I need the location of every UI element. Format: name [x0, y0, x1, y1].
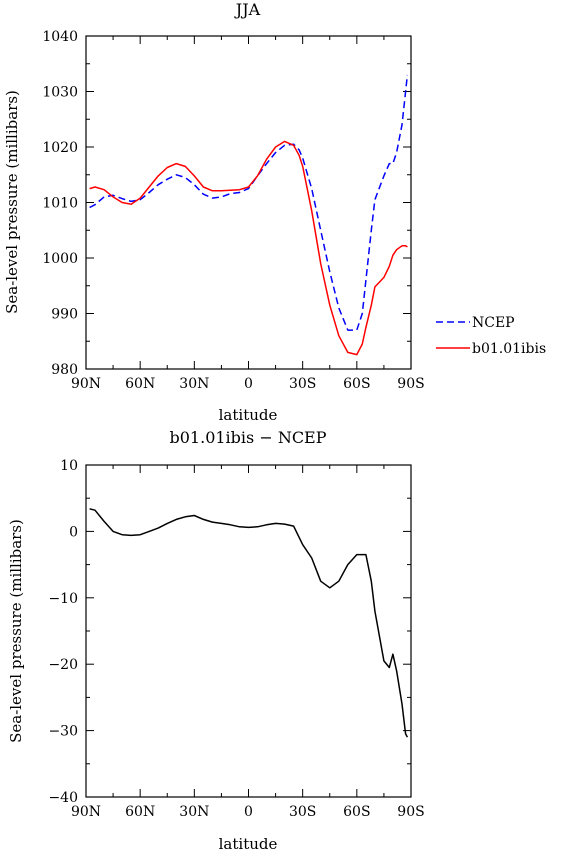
- x-tick-label: 30S: [289, 804, 316, 820]
- y-tick-label: −10: [48, 591, 78, 607]
- x-tick-label: 90S: [397, 804, 424, 820]
- x-tick-label: 30N: [179, 804, 209, 820]
- chart-top-sea-level-pressure: JJA latitude Sea-level pressure (milliba…: [3, 0, 546, 424]
- legend-label-ncep: NCEP: [472, 315, 515, 331]
- chart-bottom-difference: b01.01ibis − NCEP latitude Sea-level pre…: [7, 428, 425, 851]
- plot-frame: [85, 464, 412, 798]
- x-tick-label: 60N: [125, 376, 155, 392]
- series-line-difference: [89, 508, 409, 738]
- series-line-b01-01ibis: [89, 140, 408, 356]
- y-tick-label: −40: [48, 790, 78, 806]
- x-tick-label: 30N: [179, 376, 209, 392]
- x-axis-label: latitude: [219, 835, 278, 851]
- y-tick-label: −20: [48, 657, 78, 673]
- legend: NCEP b01.01ibis: [436, 315, 546, 357]
- y-tick-label: 0: [69, 524, 78, 540]
- y-tick-label: 990: [51, 307, 78, 323]
- y-tick-label: 1000: [42, 251, 78, 267]
- legend-label-b01-01ibis: b01.01ibis: [472, 341, 546, 357]
- x-tick-label: 0: [244, 376, 253, 392]
- chart-title: b01.01ibis − NCEP: [170, 428, 327, 447]
- x-tick-label: 90N: [71, 804, 101, 820]
- plot-area: 90N 60N 30N 0 30S 60S 90S −40 −30 −20 −10 0 10: [48, 458, 424, 820]
- series-line-ncep: [89, 74, 409, 331]
- y-tick-label: 1030: [42, 85, 78, 101]
- y-axis-label: Sea-level pressure (millibars): [7, 519, 25, 743]
- x-tick-label: 90N: [71, 376, 101, 392]
- plot-area: 90N 60N 30N 0 30S 60S 90S 980 990 1000 1010 1020 103…: [42, 29, 424, 392]
- chart-title: JJA: [234, 0, 261, 19]
- x-tick-label: 0: [244, 804, 253, 820]
- y-tick-label: 1020: [42, 140, 78, 156]
- y-tick-label: 1040: [42, 29, 78, 45]
- x-tick-label: 90S: [397, 376, 424, 392]
- y-axis-label: Sea-level pressure (millibars): [3, 90, 21, 314]
- y-tick-label: −30: [48, 724, 78, 740]
- y-tick-label: 980: [51, 362, 78, 378]
- y-tick-label: 10: [60, 458, 78, 474]
- x-tick-label: 60S: [343, 376, 370, 392]
- y-tick-label: 1010: [42, 196, 78, 212]
- x-tick-label: 30S: [289, 376, 316, 392]
- x-tick-label: 60N: [125, 804, 155, 820]
- x-tick-label: 60S: [343, 804, 370, 820]
- x-axis-label: latitude: [219, 406, 278, 424]
